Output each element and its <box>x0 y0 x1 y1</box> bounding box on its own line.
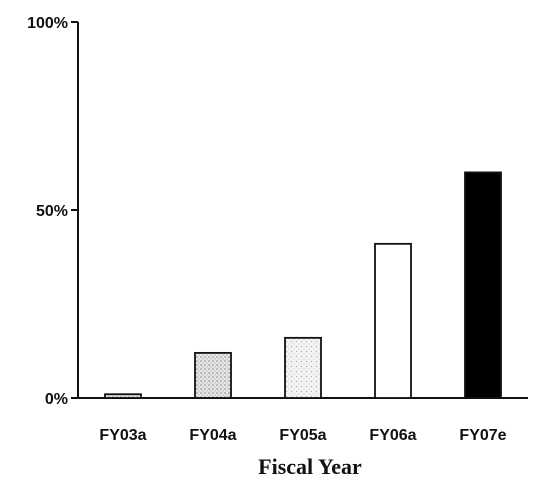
x-tick-label: FY04a <box>189 427 236 444</box>
x-tick-labels: FY03a FY04a FY05a FY06a FY07e <box>99 427 506 444</box>
bars <box>104 171 502 399</box>
bar-fy03a <box>104 393 142 399</box>
y-tick-label: 0% <box>45 391 68 408</box>
y-tick-label: 100% <box>27 15 68 32</box>
x-tick-label: FY05a <box>279 427 326 444</box>
bar-fy05a <box>284 336 322 399</box>
bar-fy04a <box>194 351 232 399</box>
y-ticks: 0% 50% 100% <box>27 15 78 408</box>
y-tick-label: 50% <box>36 203 68 220</box>
x-tick-label: FY06a <box>369 427 416 444</box>
bar-fy06a <box>374 242 412 399</box>
x-tick-label: FY03a <box>99 427 146 444</box>
x-axis-title: Fiscal Year <box>258 454 362 479</box>
bar-fy07e <box>464 171 502 399</box>
x-tick-label: FY07e <box>459 427 506 444</box>
